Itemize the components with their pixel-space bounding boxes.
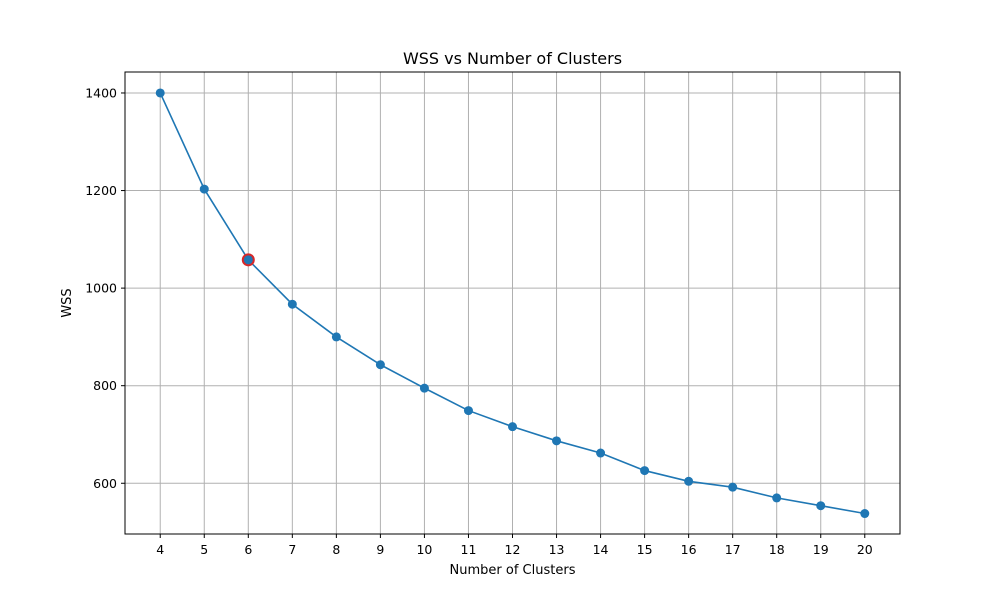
x-tick-label: 5 bbox=[200, 542, 208, 557]
data-point bbox=[199, 184, 209, 194]
data-point bbox=[816, 501, 826, 511]
grid bbox=[125, 72, 900, 534]
data-point bbox=[419, 383, 429, 393]
x-tick-label: 7 bbox=[288, 542, 296, 557]
data-point bbox=[331, 332, 341, 342]
data-point bbox=[772, 493, 782, 503]
x-tick-label: 4 bbox=[156, 542, 164, 557]
x-tick-label: 17 bbox=[725, 542, 741, 557]
y-tick-label: 1200 bbox=[85, 183, 117, 198]
axis-ticks: 4 5 6 7 8 9 10 11 12 13 14 15 16 17 18 19 20 600 800 1000 12… bbox=[85, 85, 873, 557]
x-tick-label: 11 bbox=[461, 542, 477, 557]
x-tick-label: 6 bbox=[244, 542, 252, 557]
data-point bbox=[375, 360, 385, 370]
y-tick-label: 1000 bbox=[85, 281, 117, 296]
x-tick-label: 12 bbox=[505, 542, 521, 557]
data-point bbox=[552, 436, 562, 446]
data-point bbox=[155, 88, 165, 98]
x-tick-label: 13 bbox=[549, 542, 565, 557]
x-tick-label: 16 bbox=[681, 542, 697, 557]
x-tick-label: 14 bbox=[593, 542, 609, 557]
chart-title: WSS vs Number of Clusters bbox=[403, 49, 622, 68]
data-point bbox=[287, 299, 297, 309]
data-point bbox=[463, 406, 473, 416]
y-tick-label: 1400 bbox=[85, 85, 117, 100]
data-point bbox=[728, 482, 738, 492]
y-tick-label: 600 bbox=[93, 476, 117, 491]
data-point bbox=[640, 466, 650, 476]
x-tick-label: 10 bbox=[416, 542, 432, 557]
data-point bbox=[860, 509, 870, 519]
x-axis-label: Number of Clusters bbox=[450, 563, 576, 578]
data-point bbox=[596, 448, 606, 458]
data-point bbox=[508, 422, 517, 432]
y-axis-label: WSS bbox=[60, 288, 75, 317]
x-tick-label: 15 bbox=[637, 542, 653, 557]
x-tick-label: 9 bbox=[376, 542, 384, 557]
plot-frame bbox=[124, 71, 901, 535]
x-tick-label: 8 bbox=[332, 542, 340, 557]
y-tick-label: 800 bbox=[93, 378, 117, 393]
data-point bbox=[243, 255, 253, 265]
data-point bbox=[684, 476, 694, 486]
x-tick-label: 20 bbox=[857, 542, 873, 557]
series bbox=[155, 88, 870, 519]
x-tick-label: 18 bbox=[769, 542, 785, 557]
x-tick-label: 19 bbox=[813, 542, 829, 557]
